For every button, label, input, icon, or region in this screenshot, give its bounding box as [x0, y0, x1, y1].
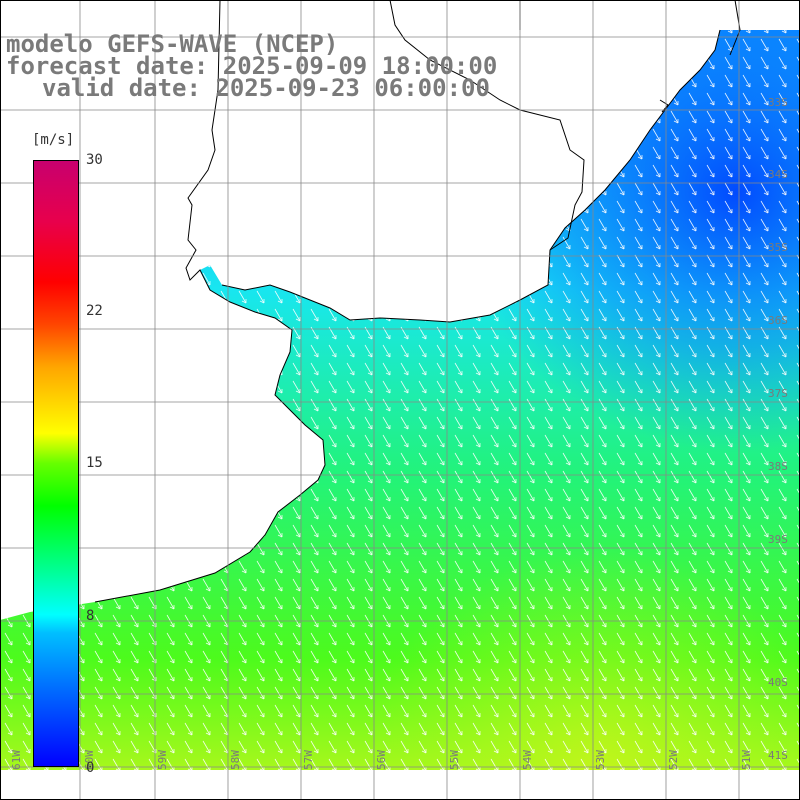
lat-label: 39S — [768, 533, 788, 546]
title-model: modelo GEFS-WAVE (NCEP) — [6, 30, 339, 58]
lat-label: 38S — [768, 460, 788, 473]
colorbar — [33, 160, 79, 767]
lon-label: 56W — [375, 750, 388, 770]
title-valid-date: valid date: 2025-09-23 06:00:00 — [42, 74, 490, 102]
lon-label: 57W — [302, 750, 315, 770]
lat-label: 41S — [768, 749, 788, 762]
lon-label: 59W — [156, 750, 169, 770]
lat-label: 34S — [768, 168, 788, 181]
lon-label: 61W — [10, 750, 23, 770]
colorbar-unit: [m/s] — [32, 132, 75, 148]
lon-label: 53W — [594, 750, 607, 770]
lon-label: 60W — [83, 750, 96, 770]
lon-labels: 61W 60W 59W 58W 57W 56W 55W 54W 53W 52W … — [10, 750, 753, 770]
colorbar-tick: 0 — [86, 760, 95, 776]
lat-label: 33S — [768, 96, 788, 109]
lat-label: 40S — [768, 676, 788, 689]
lat-label: 37S — [768, 387, 788, 400]
lat-label: 35S — [768, 241, 788, 254]
lon-label: 58W — [229, 750, 242, 770]
colorbar-tick: 22 — [86, 303, 103, 319]
colorbar-tick: 30 — [86, 152, 103, 168]
lon-label: 54W — [521, 750, 534, 770]
colorbar-tick: 8 — [86, 608, 95, 624]
colorbar-tick: 15 — [86, 455, 103, 471]
lon-label: 52W — [667, 750, 680, 770]
lat-labels: 33S 34S 35S 36S 37S 38S 39S 40S 41S — [768, 96, 788, 762]
lat-label: 36S — [768, 314, 788, 327]
lon-label: 51W — [740, 750, 753, 770]
title-forecast-date: forecast date: 2025-09-09 18:00:00 — [6, 52, 498, 80]
lon-label: 55W — [448, 750, 461, 770]
